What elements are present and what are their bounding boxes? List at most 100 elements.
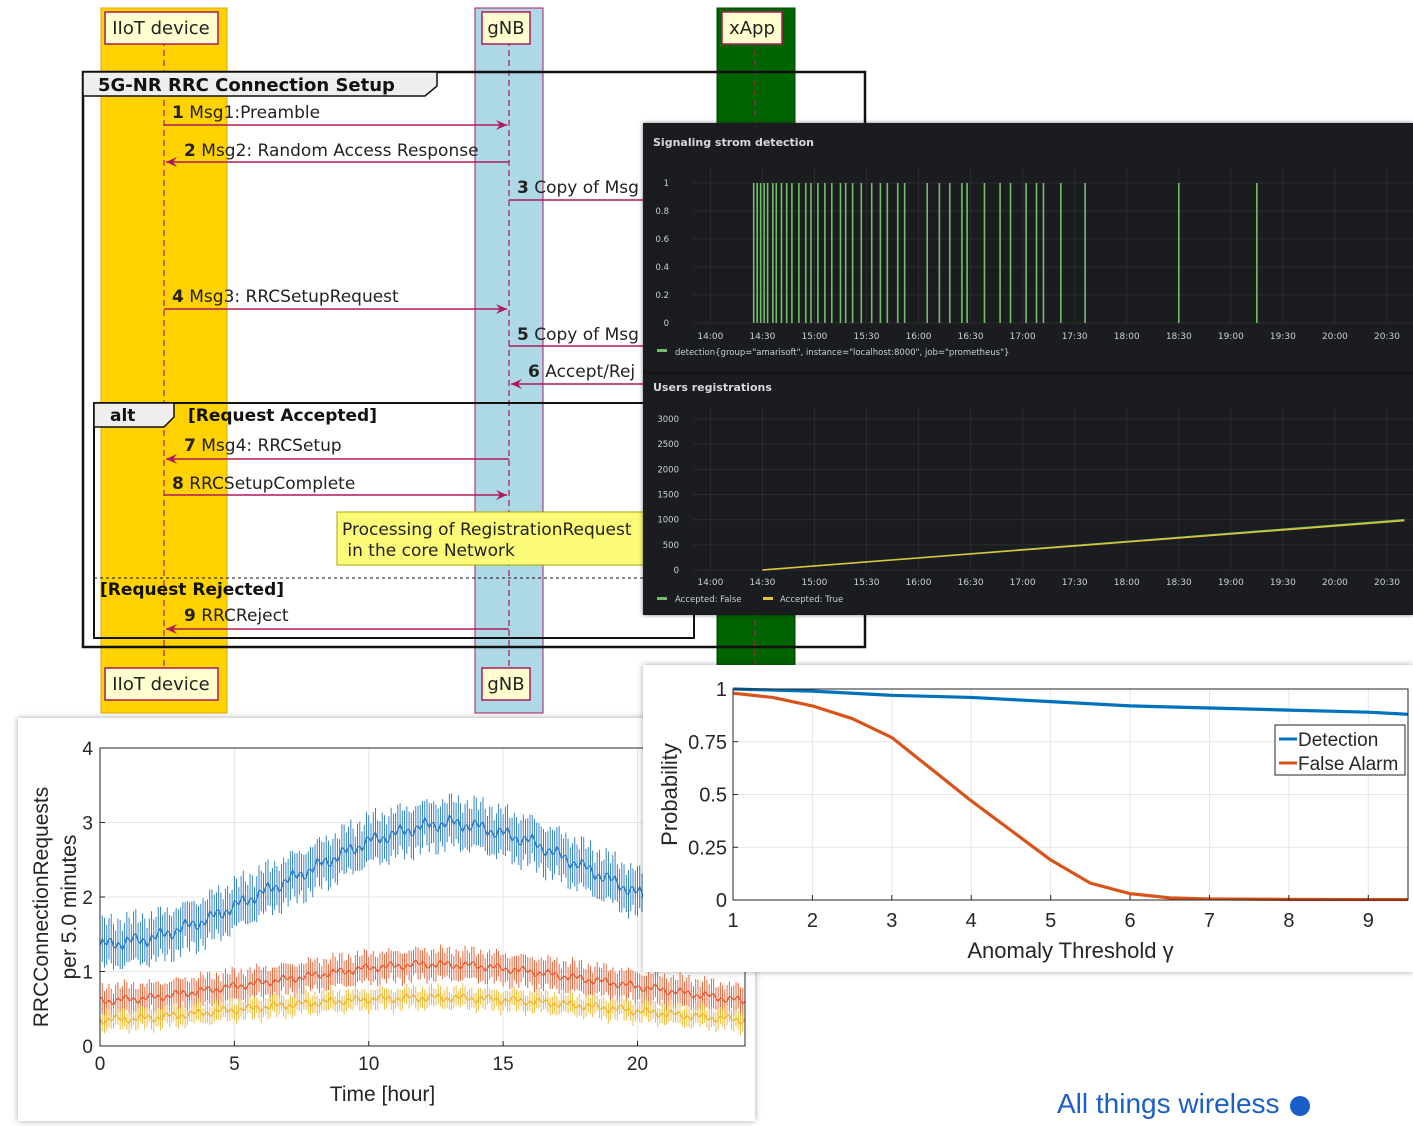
- x-tick-label: 17:30: [1062, 332, 1088, 342]
- participant-iiot-bottom: IIoT device: [112, 674, 209, 695]
- footer-brand: All things wireless: [1057, 1088, 1310, 1120]
- series-line: [99, 958, 746, 1006]
- x-tick-label: 17:00: [1010, 578, 1036, 588]
- y-axis-label-line1: RRCConnectionRequests: [30, 787, 53, 1027]
- svg-text:6 Accept/Rej: 6 Accept/Rej: [528, 362, 635, 382]
- x-tick-label: 14:30: [749, 578, 775, 588]
- alt-condition-rejected: [Request Rejected]: [100, 580, 284, 600]
- x-tick-label: 0: [95, 1054, 106, 1075]
- svg-text:5 Copy of Msg: 5 Copy of Msg: [517, 325, 639, 345]
- x-tick-label: 14:00: [697, 332, 723, 342]
- message-3: 3 Copy of Msg: [509, 178, 645, 201]
- legend-accepted-false: Accepted: False: [675, 595, 742, 605]
- series-line: [99, 992, 746, 1026]
- y-tick-label: 0.4: [655, 263, 669, 273]
- y-tick-label: 0: [674, 566, 679, 576]
- x-tick-label: 20:00: [1322, 578, 1348, 588]
- svg-text:Processing of RegistrationRequ: Processing of RegistrationRequest: [342, 520, 632, 540]
- y-tick-label: 0: [716, 890, 727, 912]
- x-axis-label: Time [hour]: [330, 1083, 435, 1106]
- x-tick-label: 15:00: [801, 332, 827, 342]
- x-tick-label: 16:30: [958, 332, 984, 342]
- x-axis-label: Anomaly Threshold γ: [967, 938, 1173, 963]
- x-tick-label: 15:00: [801, 578, 827, 588]
- series-line: [99, 813, 746, 952]
- legend-accepted-true: Accepted: True: [780, 595, 843, 605]
- x-tick-label: 20:30: [1374, 332, 1400, 342]
- x-tick-label: 1: [727, 910, 738, 932]
- y-tick-label: 1500: [657, 491, 679, 501]
- series-accepted-true: [762, 519, 1405, 571]
- alt-condition-accepted: [Request Accepted]: [188, 406, 377, 426]
- y-tick-label: 1000: [657, 516, 679, 526]
- legend: Detection False Alarm: [1274, 724, 1406, 776]
- alt-keyword: alt: [110, 406, 135, 426]
- x-tick-label: 3: [886, 910, 897, 932]
- core-network-note: Processing of RegistrationRequest in the…: [336, 511, 650, 566]
- y-tick-label: 4: [82, 739, 93, 760]
- y-tick-label: 0.25: [688, 837, 727, 859]
- svg-text:3 Copy of Msg: 3 Copy of Msg: [517, 178, 639, 198]
- x-tick-label: 8: [1283, 910, 1294, 932]
- y-tick-label: 0.6: [655, 235, 669, 245]
- detection-line: [732, 687, 1409, 716]
- x-tick-label: 14:00: [697, 578, 723, 588]
- message-8: 8 RRCSetupComplete: [164, 474, 507, 500]
- participant-iiot-top: IIoT device: [112, 18, 209, 39]
- y-tick-label: 3000: [657, 415, 679, 425]
- x-tick-label: 18:00: [1114, 332, 1140, 342]
- y-tick-label: 0.2: [655, 291, 669, 301]
- y-tick-label: 0.75: [688, 732, 727, 754]
- y-axis-label: Probability: [657, 743, 682, 846]
- message-9: 9 RRCReject: [166, 606, 509, 634]
- message-7: 7 Msg4: RRCSetup: [166, 436, 509, 464]
- x-tick-label: 9: [1363, 910, 1374, 932]
- series-1: [99, 944, 746, 1020]
- x-tick-label: 19:00: [1218, 578, 1244, 588]
- y-tick-label: 0.8: [655, 207, 669, 217]
- x-tick-label: 20:00: [1322, 332, 1348, 342]
- x-tick-label: 17:00: [1010, 332, 1036, 342]
- y-axis-label-line2: per 5.0 minutes: [58, 835, 81, 980]
- message-1: 1 Msg1:Preamble: [164, 103, 507, 130]
- x-tick-label: 4: [966, 910, 977, 932]
- x-tick-label: 16:30: [958, 578, 984, 588]
- x-tick-label: 18:30: [1166, 332, 1192, 342]
- y-tick-label: 3: [82, 814, 93, 835]
- message-4: 4 Msg3: RRCSetupRequest: [164, 287, 507, 314]
- svg-text:1 Msg1:Preamble: 1 Msg1:Preamble: [172, 103, 320, 123]
- x-tick-label: 15:30: [854, 578, 880, 588]
- x-tick-label: 5: [229, 1054, 240, 1075]
- legend-label: Detection: [1298, 730, 1378, 751]
- registrations-panel-title: Users registrations: [653, 381, 772, 394]
- message-6: 6 Accept/Rej: [511, 362, 645, 389]
- x-tick-label: 19:30: [1270, 578, 1296, 588]
- participant-xapp-top: xApp: [729, 18, 775, 39]
- y-tick-label: 1: [716, 679, 727, 701]
- x-tick-label: 16:00: [906, 578, 932, 588]
- y-tick-label: 1: [82, 963, 93, 984]
- false-alarm-line: [732, 691, 1408, 902]
- x-tick-label: 14:30: [749, 332, 775, 342]
- x-tick-label: 19:00: [1218, 332, 1244, 342]
- probability-figure: 1 2 3 4 5 6 7 8 9 0 0.25 0.5 0.75 1 Anomaly Threshold …: [643, 665, 1413, 972]
- detection-legend: detection{group="amarisoft", instance="l…: [675, 348, 1009, 358]
- x-tick-label: 10: [358, 1054, 379, 1075]
- y-tick-label: 0: [664, 319, 669, 329]
- y-tick-label: 2000: [657, 465, 679, 475]
- x-tick-label: 2: [807, 910, 818, 932]
- message-5: 5 Copy of Msg: [509, 325, 645, 347]
- y-tick-label: 2: [82, 888, 93, 909]
- series-2: [99, 983, 746, 1036]
- x-tick-label: 17:30: [1062, 578, 1088, 588]
- x-tick-label: 20:30: [1374, 578, 1400, 588]
- svg-text:8 RRCSetupComplete: 8 RRCSetupComplete: [172, 474, 355, 494]
- x-tick-label: 6: [1124, 910, 1135, 932]
- y-tick-label: 500: [663, 541, 679, 551]
- x-tick-label: 7: [1204, 910, 1215, 932]
- x-tick-label: 15:30: [854, 332, 880, 342]
- x-tick-label: 18:30: [1166, 578, 1192, 588]
- svg-text:9 RRCReject: 9 RRCReject: [184, 606, 289, 626]
- grafana-dashboard: Signaling strom detection Users registra…: [643, 123, 1413, 615]
- brand-dot-icon: [1289, 1095, 1310, 1116]
